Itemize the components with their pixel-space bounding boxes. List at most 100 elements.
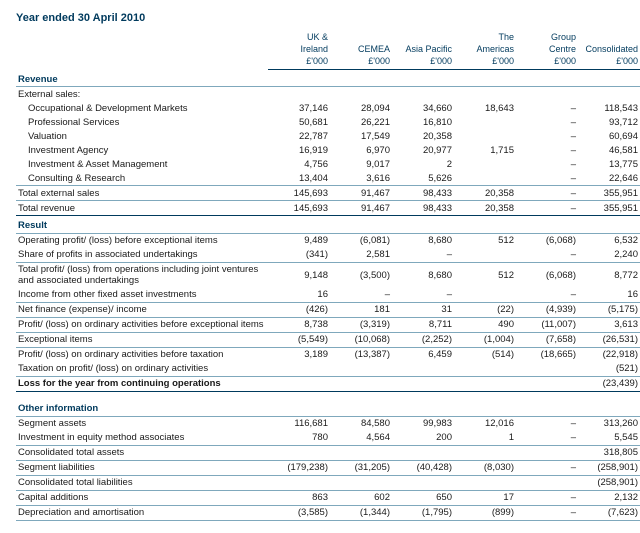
cell-value: 28,094: [330, 101, 392, 115]
table-row: Share of profits in associated undertaki…: [16, 248, 640, 263]
cell-value: –: [516, 490, 578, 505]
row-label: Loss for the year from continuing operat…: [16, 376, 268, 391]
cell-value: 91,467: [330, 186, 392, 201]
row-label: Valuation: [16, 129, 268, 143]
table-row: Loss for the year from continuing operat…: [16, 376, 640, 391]
cell-value: (258,901): [578, 475, 640, 490]
cell-value: 355,951: [578, 186, 640, 201]
cell-value: [392, 475, 454, 490]
cell-value: 3,616: [330, 171, 392, 186]
row-label: Investment & Asset Management: [16, 157, 268, 171]
cell-value: (5,175): [578, 302, 640, 317]
cell-value: (258,901): [578, 460, 640, 475]
cell-value: 8,738: [268, 317, 330, 332]
financial-table: UK & The Group Ireland CEMEA Asia Pacifi…: [16, 32, 640, 521]
table-row: Income from other fixed asset investment…: [16, 288, 640, 303]
cell-value: 8,772: [578, 262, 640, 288]
col-head-l2: CEMEA: [330, 44, 392, 56]
row-label: Income from other fixed asset investment…: [16, 288, 268, 303]
row-label: Investment Agency: [16, 143, 268, 157]
cell-value: 4,756: [268, 157, 330, 171]
page-title: Year ended 30 April 2010: [16, 12, 624, 24]
row-label: Taxation on profit/ (loss) on ordinary a…: [16, 362, 268, 377]
cell-value: [454, 475, 516, 490]
cell-value: –: [516, 129, 578, 143]
row-label: Segment liabilities: [16, 460, 268, 475]
cell-value: [454, 288, 516, 303]
cell-value: 37,146: [268, 101, 330, 115]
cell-value: 31: [392, 302, 454, 317]
cell-value: (521): [578, 362, 640, 377]
table-row: Capital additions86360265017–2,132: [16, 490, 640, 505]
section-heading: Revenue: [16, 69, 640, 87]
cell-value: –: [516, 143, 578, 157]
cell-value: (1,344): [330, 505, 392, 520]
cell-value: 8,680: [392, 262, 454, 288]
cell-value: 181: [330, 302, 392, 317]
cell-value: 50,681: [268, 115, 330, 129]
col-head-l1: [578, 32, 640, 44]
cell-value: [454, 129, 516, 143]
col-head-l2: Centre: [516, 44, 578, 56]
cell-value: 116,681: [268, 416, 330, 431]
cell-value: (2,252): [392, 332, 454, 347]
cell-value: –: [330, 288, 392, 303]
cell-value: 20,358: [392, 129, 454, 143]
col-head-l1: The: [454, 32, 516, 44]
cell-value: 17: [454, 490, 516, 505]
cell-value: –: [516, 460, 578, 475]
row-label: Total revenue: [16, 201, 268, 216]
table-row: Profit/ (loss) on ordinary activities be…: [16, 317, 640, 332]
cell-value: 98,433: [392, 201, 454, 216]
cell-value: (179,238): [268, 460, 330, 475]
table-row: Operating profit/ (loss) before exceptio…: [16, 233, 640, 248]
cell-value: [454, 376, 516, 391]
cell-value: 118,543: [578, 101, 640, 115]
table-row: Taxation on profit/ (loss) on ordinary a…: [16, 362, 640, 377]
cell-value: [454, 171, 516, 186]
cell-value: [392, 87, 454, 102]
cell-value: [330, 362, 392, 377]
cell-value: –: [516, 157, 578, 171]
cell-value: [454, 362, 516, 377]
cell-value: 6,532: [578, 233, 640, 248]
cell-value: (6,081): [330, 233, 392, 248]
section-label: Revenue: [16, 69, 640, 87]
cell-value: 780: [268, 431, 330, 446]
cell-value: 16: [268, 288, 330, 303]
table-header: UK & The Group Ireland CEMEA Asia Pacifi…: [16, 32, 640, 69]
cell-value: (6,068): [516, 233, 578, 248]
cell-value: (22,918): [578, 347, 640, 362]
cell-value: 6,970: [330, 143, 392, 157]
table-row: Valuation22,78717,54920,358–60,694: [16, 129, 640, 143]
cell-value: [516, 475, 578, 490]
table-row: Occupational & Development Markets37,146…: [16, 101, 640, 115]
cell-value: 5,626: [392, 171, 454, 186]
cell-value: 8,680: [392, 233, 454, 248]
row-label: Total external sales: [16, 186, 268, 201]
cell-value: [516, 362, 578, 377]
table-row: Total revenue145,69391,46798,43320,358–3…: [16, 201, 640, 216]
row-label: Profit/ (loss) on ordinary activities be…: [16, 317, 268, 332]
cell-value: 99,983: [392, 416, 454, 431]
row-label: Consulting & Research: [16, 171, 268, 186]
cell-value: [392, 362, 454, 377]
cell-value: (514): [454, 347, 516, 362]
cell-value: (13,387): [330, 347, 392, 362]
cell-value: 145,693: [268, 201, 330, 216]
cell-value: –: [516, 431, 578, 446]
cell-value: 98,433: [392, 186, 454, 201]
cell-value: –: [516, 101, 578, 115]
col-head-l1: [330, 32, 392, 44]
cell-value: 91,467: [330, 201, 392, 216]
cell-value: [392, 376, 454, 391]
cell-value: –: [516, 288, 578, 303]
cell-value: 2,132: [578, 490, 640, 505]
cell-value: (341): [268, 248, 330, 263]
table-row: External sales:: [16, 87, 640, 102]
cell-value: 16: [578, 288, 640, 303]
cell-value: –: [516, 416, 578, 431]
cell-value: (5,549): [268, 332, 330, 347]
cell-value: [454, 248, 516, 263]
cell-value: 490: [454, 317, 516, 332]
